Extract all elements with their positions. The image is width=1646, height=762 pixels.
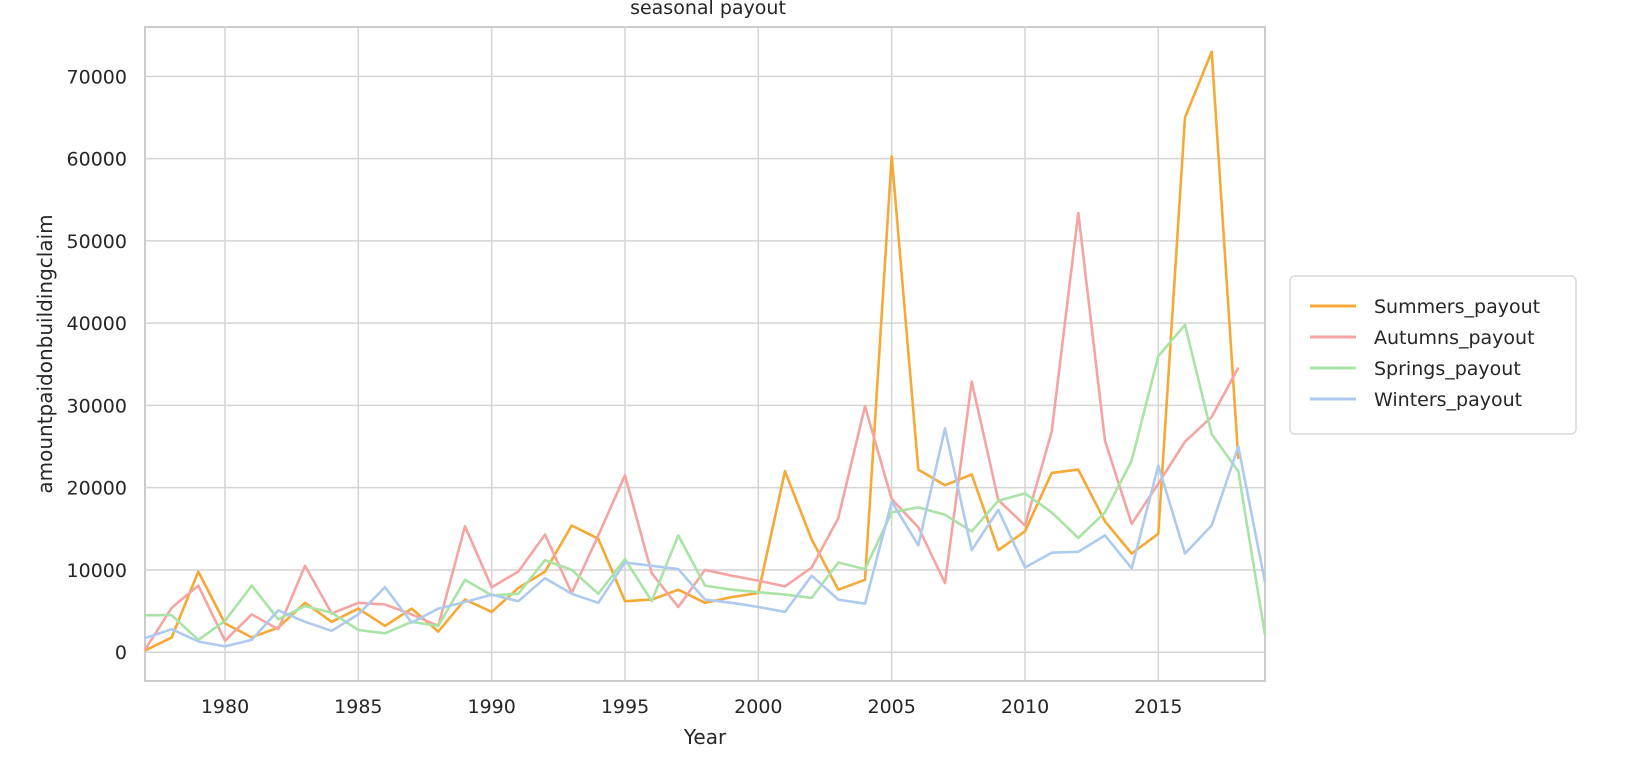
y-tick-label: 30000: [67, 395, 127, 417]
chart-title: seasonal payout: [630, 0, 786, 19]
x-axis-label: Year: [683, 725, 727, 749]
x-tick-label: 2015: [1134, 696, 1182, 718]
series-line-winters-payout: [144, 427, 1267, 648]
x-tick-label: 2000: [734, 696, 782, 718]
y-tick-label: 50000: [67, 231, 127, 253]
x-tick-label: 1995: [601, 696, 649, 718]
legend-label: Autumns_payout: [1374, 327, 1535, 349]
legend-label: Winters_payout: [1374, 389, 1522, 411]
y-tick-labels: 0 10000 20000 30000 40000 50000 60000 70000: [67, 66, 127, 664]
legend: Summers_payout Autumns_payout Springs_payo…: [1289, 275, 1577, 435]
legend-label: Springs_payout: [1374, 358, 1521, 380]
x-tick-labels: 1980 1985 1990 1995 2000 2005 2010 2015: [201, 696, 1183, 718]
y-axis-label: amountpaidonbuildingclaim: [33, 214, 57, 493]
x-tick-label: 1980: [201, 696, 249, 718]
x-tick-label: 2010: [1001, 696, 1049, 718]
series-line-autumns-payout: [143, 211, 1240, 651]
series-line-springs-payout: [145, 323, 1267, 642]
y-tick-label: 20000: [67, 478, 127, 500]
legend-box: [1289, 275, 1577, 435]
legend-label: Summers_payout: [1374, 296, 1540, 318]
y-tick-label: 40000: [67, 313, 127, 335]
y-tick-label: 10000: [67, 560, 127, 582]
y-tick-label: 70000: [67, 66, 127, 88]
y-tick-label: 0: [115, 642, 127, 664]
x-tick-label: 1990: [467, 696, 515, 718]
x-tick-label: 1985: [334, 696, 382, 718]
series-line-summers-payout: [144, 50, 1240, 652]
y-tick-label: 60000: [67, 149, 127, 171]
x-tick-label: 2005: [867, 696, 915, 718]
series-lines: [143, 50, 1267, 652]
